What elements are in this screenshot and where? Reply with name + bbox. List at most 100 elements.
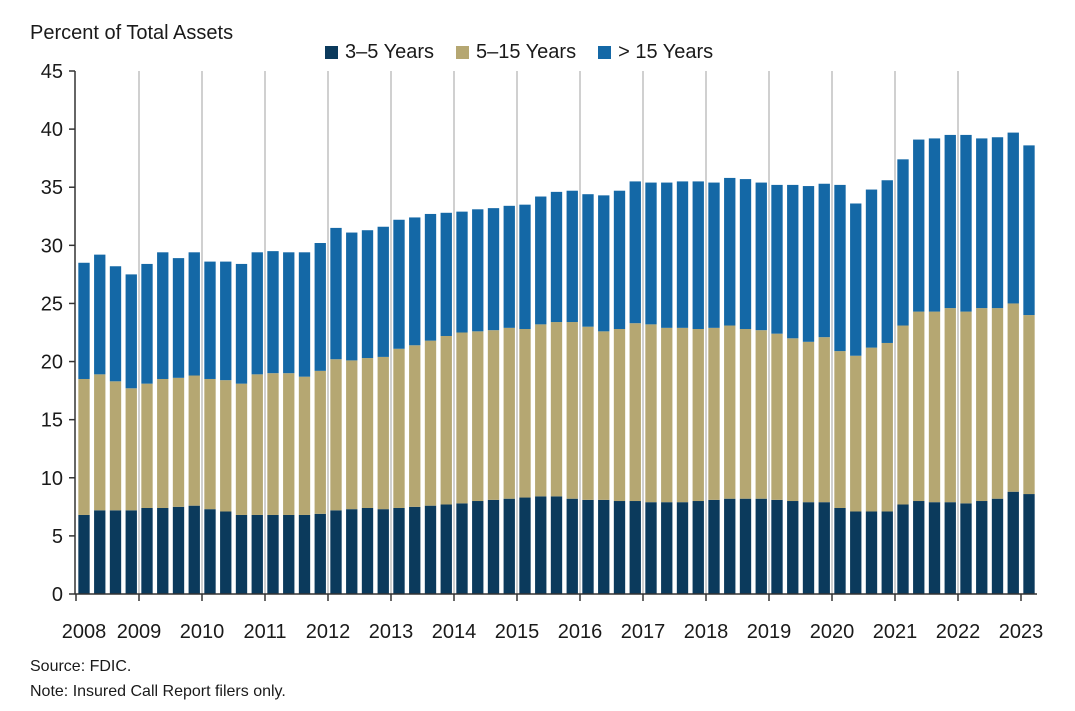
bar-segment-over-15y-31 — [566, 190, 578, 323]
bar-segment-3-5y-20 — [393, 508, 405, 594]
bar-segment-3-5y-35 — [629, 501, 641, 594]
bar-segment-over-15y-51 — [881, 180, 893, 343]
bar-segment-5-15y-0 — [78, 378, 90, 515]
bar-segment-3-5y-30 — [550, 496, 563, 594]
bar-segment-over-15y-23 — [440, 212, 452, 336]
x-tick-label-2017: 2017 — [621, 621, 666, 643]
bar-segment-over-15y-33 — [598, 195, 610, 332]
bar-segment-3-5y-60 — [1023, 494, 1035, 594]
bar-segment-5-15y-13 — [283, 373, 295, 515]
bar-segment-over-15y-11 — [251, 252, 263, 375]
bar-segment-over-15y-39 — [692, 181, 704, 330]
bar-segment-5-15y-15 — [314, 370, 326, 514]
bar-segment-5-15y-4 — [141, 383, 153, 508]
x-tick-label-2010: 2010 — [180, 621, 225, 643]
bar-segment-3-5y-32 — [582, 499, 594, 594]
bar-segment-over-15y-29 — [535, 196, 547, 325]
bar-segment-5-15y-5 — [157, 378, 169, 508]
x-tick-label-2013: 2013 — [369, 621, 414, 643]
bar-segment-3-5y-45 — [787, 501, 799, 594]
bar-segment-3-5y-12 — [267, 514, 279, 594]
y-tick-label-40: 40 — [41, 119, 63, 141]
bar-segment-over-15y-20 — [393, 219, 405, 349]
bar-segment-5-15y-39 — [692, 329, 704, 502]
bar-segment-over-15y-38 — [676, 181, 689, 328]
bar-segment-3-5y-19 — [377, 509, 389, 594]
x-tick-label-2014: 2014 — [432, 621, 477, 643]
bar-segment-5-15y-18 — [361, 358, 374, 508]
bar-segment-over-15y-24 — [456, 211, 468, 333]
bar-segment-over-15y-60 — [1023, 145, 1035, 316]
chart-notes: Source: FDIC. Note: Insured Call Report … — [30, 654, 286, 704]
bar-segment-3-5y-17 — [346, 509, 358, 594]
bar-segment-3-5y-0 — [78, 514, 90, 594]
y-tick-label-20: 20 — [41, 352, 63, 374]
bar-segment-3-5y-48 — [834, 508, 846, 594]
bar-segment-5-15y-30 — [550, 322, 563, 497]
bar-segment-over-15y-8 — [204, 261, 216, 379]
bar-segment-5-15y-59 — [1007, 303, 1019, 492]
bar-segment-3-5y-36 — [645, 502, 657, 594]
bar-segment-5-15y-31 — [566, 322, 578, 499]
legend-label-5-15-years: 5–15 Years — [475, 41, 577, 63]
bar-segment-over-15y-41 — [724, 177, 736, 326]
bar-segment-over-15y-4 — [141, 263, 153, 384]
bar-segment-3-5y-27 — [503, 498, 515, 594]
bar-segment-over-15y-1 — [94, 254, 106, 375]
bar-segment-over-15y-14 — [298, 252, 311, 377]
x-tick-label-2023: 2023 — [999, 621, 1044, 643]
y-tick-label-0: 0 — [52, 584, 63, 606]
x-tick-label-2019: 2019 — [747, 621, 792, 643]
bar-segment-over-15y-36 — [645, 182, 657, 325]
bar-segment-3-5y-51 — [881, 511, 893, 594]
bar-segment-5-15y-34 — [613, 329, 626, 502]
bar-segment-3-5y-6 — [172, 506, 185, 594]
x-tick-label-2018: 2018 — [684, 621, 729, 643]
bar-segment-3-5y-56 — [960, 503, 972, 594]
bar-segment-over-15y-56 — [960, 134, 972, 312]
bar-segment-3-5y-22 — [424, 505, 437, 594]
bar-segment-over-15y-37 — [661, 182, 673, 328]
bar-segment-over-15y-21 — [409, 217, 421, 346]
bar-segment-3-5y-58 — [991, 498, 1004, 594]
bar-segment-5-15y-8 — [204, 378, 216, 510]
bar-segment-3-5y-37 — [661, 502, 673, 594]
bar-segment-over-15y-58 — [991, 137, 1004, 309]
bar-segment-5-15y-37 — [661, 327, 673, 503]
bar-segment-3-5y-14 — [298, 514, 311, 594]
bar-segment-5-15y-36 — [645, 324, 657, 503]
bar-segment-3-5y-49 — [850, 511, 862, 594]
bar-segment-5-15y-14 — [298, 376, 311, 515]
bar-segment-over-15y-35 — [629, 181, 641, 324]
bar-segment-5-15y-3 — [125, 388, 137, 511]
legend-swatch-5-15-years — [455, 46, 469, 59]
bar-segment-over-15y-28 — [519, 204, 531, 330]
bar-segment-5-15y-55 — [944, 308, 956, 503]
bar-segment-5-15y-51 — [881, 342, 893, 512]
bar-segment-5-15y-49 — [850, 355, 862, 512]
bar-segment-5-15y-57 — [976, 308, 988, 502]
bar-segment-5-15y-43 — [755, 330, 767, 499]
bar-segment-over-15y-15 — [314, 243, 326, 371]
bar-segment-5-15y-54 — [928, 311, 941, 503]
bar-segment-3-5y-21 — [409, 506, 421, 594]
bar-segment-over-15y-27 — [503, 205, 515, 328]
y-tick-label-10: 10 — [41, 468, 63, 490]
bar-segment-5-15y-20 — [393, 348, 405, 508]
bar-segment-3-5y-33 — [598, 499, 610, 594]
bar-segment-5-15y-46 — [802, 341, 815, 503]
bar-segment-3-5y-42 — [739, 498, 752, 594]
y-tick-label-45: 45 — [41, 61, 63, 83]
bar-segment-over-15y-55 — [944, 134, 956, 309]
legend-item-5-15-years: 5–15 Years — [455, 41, 577, 64]
bar-segment-3-5y-23 — [440, 504, 452, 594]
x-tick-label-2015: 2015 — [495, 621, 540, 643]
y-tick-label-25: 25 — [41, 293, 63, 315]
bar-segment-5-15y-28 — [519, 329, 531, 498]
y-tick-label-15: 15 — [41, 410, 63, 432]
bar-segment-5-15y-9 — [220, 380, 232, 512]
bar-segment-3-5y-9 — [220, 511, 232, 594]
bar-segment-over-15y-47 — [818, 183, 830, 338]
bar-segment-3-5y-18 — [361, 508, 374, 594]
